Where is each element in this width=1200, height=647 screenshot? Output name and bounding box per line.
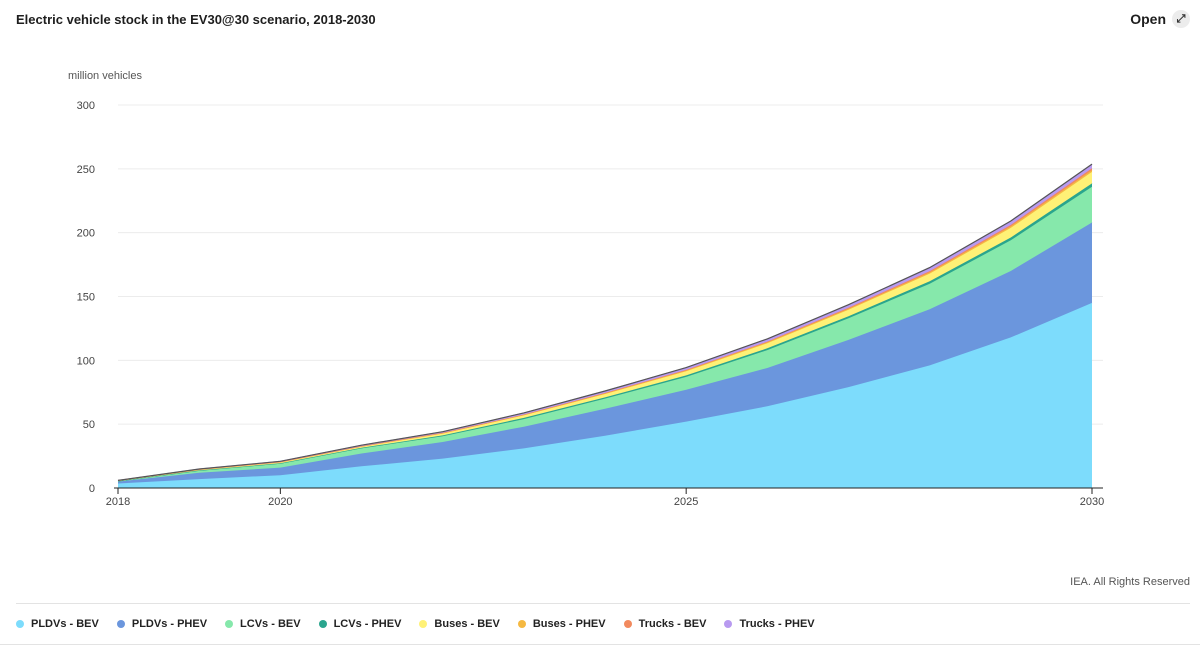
legend-label: PLDVs - BEV — [31, 618, 99, 630]
legend-item[interactable]: LCVs - PHEV — [318, 618, 402, 630]
total-outline — [117, 163, 1093, 481]
legend-item[interactable]: PLDVs - BEV — [16, 618, 99, 630]
x-tick-label: 2025 — [674, 496, 698, 508]
y-axis-label: million vehicles — [68, 70, 142, 82]
credit-text: IEA. All Rights Reserved — [1070, 576, 1190, 588]
y-tick-label: 50 — [83, 419, 95, 431]
legend-label: PLDVs - PHEV — [131, 618, 208, 630]
open-button-label: Open — [1130, 11, 1166, 27]
legend-swatch — [724, 620, 733, 628]
legend-swatch — [517, 620, 526, 628]
legend-label: LCVs - PHEV — [333, 618, 402, 630]
area-chart: 0 50 100 150 200 250 300 million vehicles 2018 20… — [68, 70, 1104, 508]
y-tick-label: 0 — [89, 483, 95, 495]
legend-label: Trucks - PHEV — [739, 618, 815, 630]
y-tick-label: 150 — [77, 292, 95, 304]
legend-item[interactable]: Trucks - PHEV — [724, 618, 815, 630]
y-tick-label: 250 — [77, 164, 95, 176]
legend-swatch — [419, 620, 428, 628]
legend: PLDVs - BEV PLDVs - PHEV LCVs - BEV LCVs - … — [16, 618, 815, 630]
y-tick-label: 200 — [77, 228, 95, 240]
legend-item[interactable]: Buses - PHEV — [517, 618, 606, 630]
area-series-0 — [118, 302, 1092, 488]
legend-label: LCVs - BEV — [240, 618, 301, 630]
area-series-1 — [118, 222, 1092, 484]
legend-label: Buses - BEV — [434, 618, 500, 630]
open-button[interactable]: Open ⤢ — [1130, 10, 1190, 28]
legend-swatch — [318, 620, 327, 628]
legend-item[interactable]: Buses - BEV — [419, 618, 500, 630]
legend-label: Buses - PHEV — [532, 618, 606, 630]
y-tick-label: 300 — [77, 100, 95, 112]
legend-swatch — [225, 620, 234, 628]
legend-label: Trucks - BEV — [638, 618, 707, 630]
x-tick-label: 2030 — [1080, 496, 1104, 508]
bottom-divider — [0, 644, 1200, 645]
legend-item[interactable]: PLDVs - PHEV — [116, 618, 208, 630]
legend-divider — [16, 603, 1190, 604]
legend-item[interactable]: LCVs - BEV — [225, 618, 301, 630]
x-tick-label: 2018 — [106, 496, 130, 508]
chart-title: Electric vehicle stock in the EV30@30 sc… — [16, 12, 376, 27]
legend-item[interactable]: Trucks - BEV — [623, 618, 707, 630]
legend-swatch — [116, 620, 125, 628]
legend-swatch — [623, 620, 632, 628]
x-tick-label: 2020 — [268, 496, 292, 508]
expand-arrow-icon: ⤢ — [1172, 10, 1190, 28]
y-tick-label: 100 — [77, 355, 95, 367]
legend-swatch — [16, 620, 24, 628]
